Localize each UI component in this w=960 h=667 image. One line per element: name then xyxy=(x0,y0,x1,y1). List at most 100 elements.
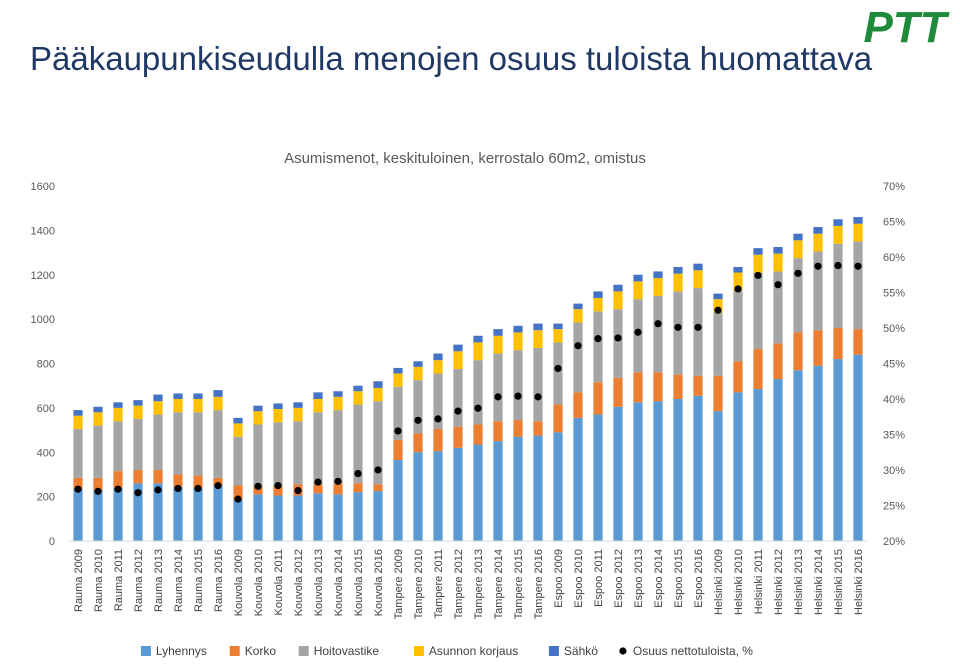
bar-segment-korko xyxy=(533,421,543,436)
bar-segment-asunnon-korjaus xyxy=(853,223,863,242)
bar-segment-lyhennys xyxy=(533,435,543,541)
bar-segment-asunnon-korjaus xyxy=(173,399,183,413)
x-tick-label: Espoo 2016 xyxy=(693,549,705,608)
y-left-tick-label: 1400 xyxy=(31,225,55,237)
x-tick-label: Espoo 2011 xyxy=(593,549,605,607)
bar-segment-asunnon-korjaus xyxy=(433,360,443,374)
bar-segment-korko xyxy=(433,428,443,452)
bar-segment-lyhennys xyxy=(593,414,603,541)
x-tick-label: Kouvola 2011 xyxy=(273,549,285,615)
bar-segment-s-hk- xyxy=(593,291,603,299)
bar-segment-asunnon-korjaus xyxy=(113,407,123,422)
page-title: Pääkaupunkiseudulla menojen osuus tulois… xyxy=(30,40,873,77)
bar-segment-asunnon-korjaus xyxy=(193,399,203,413)
ratio-point xyxy=(74,485,82,493)
x-tick-label: Kouvola 2014 xyxy=(333,549,345,616)
bar-segment-lyhennys xyxy=(853,354,863,541)
bar-segment-hoitovastike xyxy=(773,271,783,344)
legend: Lyhennys Korko Hoitovastike Asunnon korjaus… xyxy=(0,640,960,662)
bar-segment-hoitovastike xyxy=(273,422,283,486)
ratio-point xyxy=(254,482,262,490)
x-tick-label: Tampere 2009 xyxy=(393,549,405,619)
bar-segment-s-hk- xyxy=(793,233,803,241)
bar-segment-korko xyxy=(253,486,263,495)
bar-segment-asunnon-korjaus xyxy=(673,273,683,292)
bar-segment-s-hk- xyxy=(333,391,343,397)
bar-segment-lyhennys xyxy=(633,402,643,541)
bar-segment-hoitovastike xyxy=(593,311,603,383)
ratio-points xyxy=(74,261,862,503)
bar-segment-asunnon-korjaus xyxy=(613,291,623,310)
x-tick-label: Helsinki 2014 xyxy=(813,549,825,615)
bar-segment-s-hk- xyxy=(653,271,663,279)
bar-segment-hoitovastike xyxy=(173,412,183,475)
bar-segment-s-hk- xyxy=(733,266,743,273)
bar-segment-korko xyxy=(673,374,683,399)
bar-segment-korko xyxy=(793,332,803,371)
bar-segment-hoitovastike xyxy=(293,421,303,485)
bar-segment-hoitovastike xyxy=(713,312,723,376)
x-tick-label: Helsinki 2016 xyxy=(853,549,865,615)
bar-segment-lyhennys xyxy=(273,495,283,541)
legend-label: Osuus nettotuloista, % xyxy=(633,644,753,658)
bar-segment-s-hk- xyxy=(433,353,443,361)
ratio-point xyxy=(214,482,222,490)
bar-segment-korko xyxy=(513,420,523,437)
y-axis-right: 20% 25% 30% 35% 40% 45% 50% 55% 60% 65% 70% xyxy=(883,181,905,548)
ratio-point xyxy=(814,262,822,270)
ratio-point xyxy=(94,487,102,495)
bar-segment-hoitovastike xyxy=(853,241,863,330)
x-axis-labels: Rauma 2009 Rauma 2010 Rauma 2011 Rauma 2012… xyxy=(73,549,865,619)
bar-segment-asunnon-korjaus xyxy=(773,253,783,272)
bar-segment-s-hk- xyxy=(253,405,263,412)
bar-segment-korko xyxy=(413,433,423,453)
y-right-tick-label: 70% xyxy=(883,181,905,193)
y-right-tick-label: 60% xyxy=(883,252,905,264)
bar-segment-korko xyxy=(453,426,463,448)
bar-segment-korko xyxy=(313,484,323,494)
bar-segment-hoitovastike xyxy=(693,288,703,376)
bar-segment-korko xyxy=(553,404,563,433)
y-right-tick-label: 20% xyxy=(883,536,905,548)
bar-segment-asunnon-korjaus xyxy=(553,329,563,343)
bar-segment-lyhennys xyxy=(813,365,823,541)
y-left-tick-label: 200 xyxy=(37,492,55,504)
bar-segment-s-hk- xyxy=(633,274,643,282)
bar-segment-s-hk- xyxy=(293,402,303,408)
bar-segment-lyhennys xyxy=(353,492,363,541)
legend-swatch xyxy=(229,646,240,656)
bar-segment-lyhennys xyxy=(173,486,183,541)
bar-segment-korko xyxy=(713,375,723,412)
bar-segment-korko xyxy=(613,377,623,407)
chart-title: Asumismenot, keskitulоinen, kerrostalo 6… xyxy=(284,150,646,167)
bar-segment-hoitovastike xyxy=(313,412,323,485)
bar-segment-s-hk- xyxy=(513,325,523,333)
bar-segment-korko xyxy=(733,361,743,393)
ratio-point xyxy=(554,364,562,373)
bar-segment-asunnon-korjaus xyxy=(493,335,503,354)
y-right-tick-label: 40% xyxy=(883,394,905,406)
bar-segment-asunnon-korjaus xyxy=(93,412,103,426)
x-tick-label: Espoo 2015 xyxy=(673,549,685,608)
bar-segment-korko xyxy=(233,485,243,500)
ratio-point xyxy=(174,484,182,493)
bar-segment-lyhennys xyxy=(793,370,803,541)
legend-label: Sähkö xyxy=(564,644,598,658)
x-tick-label: Rauma 2010 xyxy=(93,549,105,612)
bar-segment-lyhennys xyxy=(473,444,483,541)
bar-segment-asunnon-korjaus xyxy=(393,373,403,387)
bar-segment-asunnon-korjaus xyxy=(253,411,263,425)
bar-segment-lyhennys xyxy=(673,399,683,541)
bar-segment-asunnon-korjaus xyxy=(73,415,83,429)
ratio-point xyxy=(594,335,602,343)
x-tick-label: Rauma 2011 xyxy=(113,549,125,611)
x-tick-label: Tampere 2016 xyxy=(533,549,545,619)
ratio-point xyxy=(674,323,682,331)
ratio-point xyxy=(274,482,282,490)
legend-label: Korko xyxy=(245,644,277,658)
bar-segment-lyhennys xyxy=(553,432,563,541)
x-tick-label: Rauma 2013 xyxy=(153,549,165,612)
y-right-tick-label: 25% xyxy=(883,501,905,513)
bar-segment-korko xyxy=(813,330,823,366)
bar-segment-asunnon-korjaus xyxy=(373,387,383,402)
